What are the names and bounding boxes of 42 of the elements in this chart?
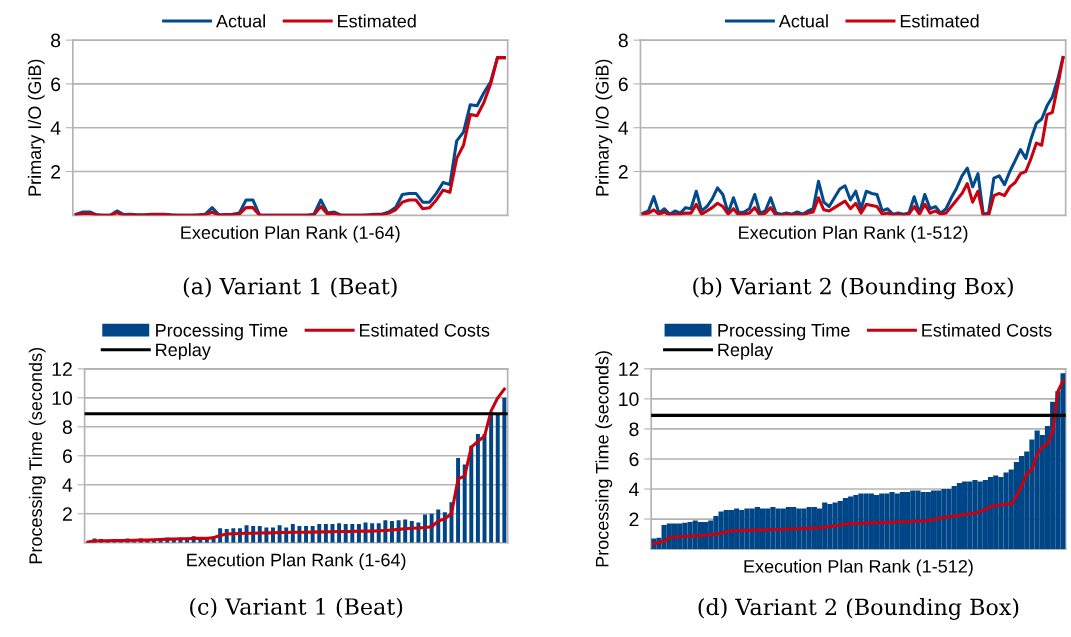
y-tick-label: 12 [52,362,72,376]
y-tick-label: 4 [629,482,639,497]
y-axis-title: Processing Time (seconds) [595,351,613,567]
y-tick-label: 4 [50,121,61,135]
y-tick-label: 2 [62,507,72,521]
y-tick-label: 4 [62,478,73,492]
y-tick-label: 6 [618,77,628,92]
y-axis-title: Primary I/O (GiB) [595,59,613,196]
x-axis-title: Execution Plan Rank (1-64) [181,225,400,243]
legend-label: Replay [718,342,774,360]
legend-label: Actual [216,14,265,28]
y-axis-title: Processing Time (seconds) [28,348,46,564]
y-tick-label: 10 [619,392,639,407]
y-tick-label: 8 [62,420,72,435]
x-axis-title: Execution Plan Rank (1-512) [744,559,973,577]
text: (a) Variant 1 (Beat) [183,277,397,298]
legend-label: Estimated Costs [922,323,1052,337]
legend-label: Processing Time [156,323,288,341]
x-axis-title: Execution Plan Rank (1-64) [187,553,406,570]
y-tick-label: 12 [619,362,639,376]
y-tick-label: 8 [618,33,628,48]
y-tick-label: 4 [618,121,629,135]
x-axis-title: Execution Plan Rank (1-512) [739,225,968,243]
legend-label: Actual [778,14,828,28]
y-tick-label: 6 [62,449,72,464]
y-tick-label: 2 [51,164,61,179]
y-tick-label: 6 [51,77,61,92]
legend-label: Estimated Costs [360,323,490,337]
y-axis-title: Primary I/O (GiB) [27,59,45,196]
y-tick-label: 10 [52,391,73,406]
legend-label: Replay [156,342,211,360]
y-tick-label: 6 [629,452,639,467]
text: (b) Variant 2 (Bounding Box) [693,277,1013,300]
y-tick-label: 2 [618,164,628,179]
legend-label: Estimated [338,14,416,28]
y-tick-label: 8 [629,422,639,437]
y-tick-label: 8 [51,33,61,48]
legend-label: Processing Time [718,323,850,341]
text: (d) Variant 2 (Bounding Box) [698,598,1019,620]
y-tick-label: 2 [629,512,639,527]
legend-label: Estimated [900,14,979,28]
text: (c) Variant 1 (Beat) [190,597,403,619]
